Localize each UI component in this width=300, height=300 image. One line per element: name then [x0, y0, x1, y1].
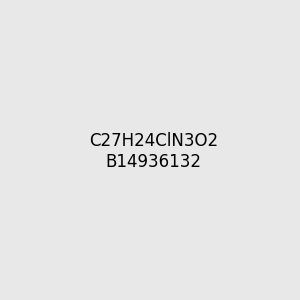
Text: C27H24ClN3O2
B14936132: C27H24ClN3O2 B14936132 [89, 132, 218, 171]
